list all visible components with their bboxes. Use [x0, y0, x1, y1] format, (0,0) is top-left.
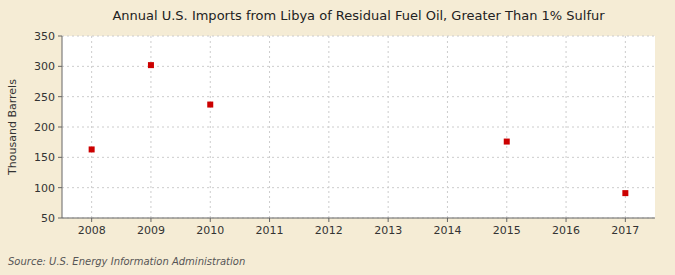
point — [89, 146, 95, 152]
x-grid-line — [269, 36, 270, 218]
y-tick-label: 150 — [34, 151, 55, 164]
x-tick — [566, 218, 567, 222]
points — [89, 62, 629, 196]
point — [207, 102, 213, 108]
background — [0, 0, 675, 275]
x-tick — [506, 218, 507, 222]
plot-area — [62, 36, 655, 218]
y-tick-label: 200 — [34, 121, 55, 134]
y-tick-label: 350 — [34, 30, 55, 43]
y-axis-line — [62, 36, 63, 218]
x-tick-label: 2008 — [78, 224, 106, 237]
y-tick — [58, 96, 62, 97]
x-tick — [150, 218, 151, 222]
y-grid-line — [62, 36, 655, 37]
x-tick-label: 2016 — [552, 224, 580, 237]
point — [622, 190, 628, 196]
x-tick-label: 2017 — [611, 224, 639, 237]
x-tick-label: 2010 — [196, 224, 224, 237]
x-tick — [269, 218, 270, 222]
x-axis-line — [62, 218, 655, 219]
x-tick-label: 2009 — [137, 224, 165, 237]
chart: 2008 2009 2010 2011 2012 2013 2014 2015 2016 2017… — [0, 0, 675, 275]
y-tick-label: 250 — [34, 91, 55, 104]
y-grid-line — [62, 218, 655, 219]
y-tick-label: 100 — [34, 182, 55, 195]
y-axis-label: Thousand Barrels — [6, 79, 19, 176]
y-tick-label: 300 — [34, 60, 55, 73]
grid — [62, 36, 655, 218]
y-tick — [58, 157, 62, 158]
y-tick — [58, 66, 62, 67]
x-grid-line — [210, 36, 211, 218]
x-tick-label: 2011 — [256, 224, 284, 237]
x-tick — [447, 218, 448, 222]
y-tick-label: 50 — [41, 212, 55, 225]
y-tick — [58, 127, 62, 128]
axes: 2008 2009 2010 2011 2012 2013 2014 2015 2016 2017… — [34, 30, 655, 237]
x-tick — [625, 218, 626, 222]
source-note: Source: U.S. Energy Information Administ… — [8, 256, 245, 267]
y-grid-line — [62, 96, 655, 97]
title: Annual U.S. Imports from Libya of Residu… — [112, 8, 605, 23]
y-tick — [58, 36, 62, 37]
point — [504, 139, 510, 145]
y-grid-line — [62, 127, 655, 128]
x-tick-label: 2013 — [374, 224, 402, 237]
y-grid-line — [62, 157, 655, 158]
x-tick-label: 2015 — [493, 224, 521, 237]
x-tick — [328, 218, 329, 222]
x-grid-line — [566, 36, 567, 218]
y-tick — [58, 218, 62, 219]
x-tick-label: 2014 — [433, 224, 461, 237]
y-grid-line — [62, 187, 655, 188]
x-tick-label: 2012 — [315, 224, 343, 237]
y-tick — [58, 187, 62, 188]
point — [148, 62, 154, 68]
x-tick — [210, 218, 211, 222]
x-tick — [91, 218, 92, 222]
x-tick — [388, 218, 389, 222]
